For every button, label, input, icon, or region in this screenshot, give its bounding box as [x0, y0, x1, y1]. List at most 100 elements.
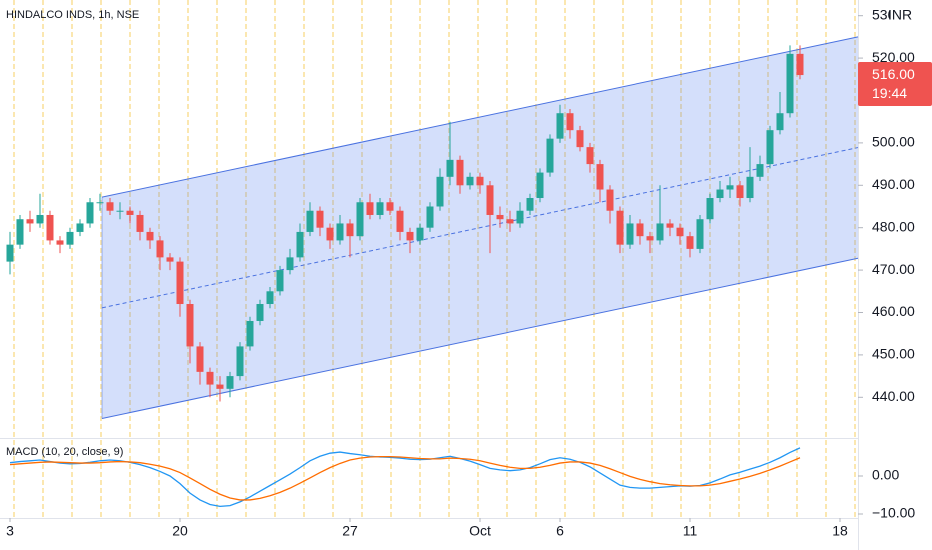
candle-body — [546, 138, 554, 173]
candle-body — [596, 164, 604, 190]
candle-body — [606, 189, 614, 211]
candle-body — [326, 227, 334, 241]
candle-body — [776, 113, 784, 131]
candle-body — [206, 371, 214, 385]
candle-body — [36, 214, 44, 224]
y-tick-label: 440.00 — [872, 388, 915, 404]
y-tick-label: 460.00 — [872, 303, 915, 319]
candle-body — [526, 198, 534, 211]
candle-body — [666, 223, 674, 228]
candle-body — [26, 219, 34, 224]
candle-body — [796, 53, 804, 76]
candle-body — [746, 176, 754, 199]
candle-body — [346, 223, 354, 237]
candle-body — [626, 223, 634, 245]
candle-body — [516, 210, 524, 224]
x-tick-label: 20 — [172, 523, 188, 539]
candle-body — [216, 384, 224, 389]
candle-body — [306, 210, 314, 232]
y-tick-label: 500.00 — [872, 134, 915, 150]
candle-body — [266, 291, 274, 305]
candle-body — [356, 202, 364, 237]
candle-body — [386, 202, 394, 211]
x-tick-label: 6 — [556, 523, 564, 539]
candle-body — [736, 185, 744, 199]
x-tick-label: 18 — [832, 523, 848, 539]
chart-title: HINDALCO INDS, 1h, NSE — [6, 9, 139, 21]
candle-body — [566, 113, 574, 131]
candle-body — [246, 320, 254, 347]
candle-body — [426, 206, 434, 228]
candle-body — [636, 223, 644, 237]
candle-body — [236, 346, 244, 377]
candle-body — [276, 270, 284, 292]
y-tick-label: 0.00 — [872, 467, 899, 483]
channel-lower — [101, 257, 859, 419]
channel-upper — [101, 36, 859, 198]
candle-body — [106, 202, 114, 211]
x-tick-label: 3 — [6, 523, 14, 539]
candle-body — [716, 189, 724, 199]
macd-line — [9, 455, 801, 501]
candle-body — [376, 202, 384, 215]
candle-body — [396, 210, 404, 232]
last-price-badge — [858, 62, 932, 107]
candle-body — [46, 214, 54, 241]
candle-body — [56, 240, 64, 245]
candle-body — [336, 223, 344, 241]
candle-body — [786, 53, 794, 114]
candle-body — [496, 214, 504, 220]
macd-line — [9, 447, 801, 508]
y-tick-label: 480.00 — [872, 218, 915, 234]
candle-body — [536, 172, 544, 199]
y-tick-label: 490.00 — [872, 176, 915, 192]
candle-body — [196, 346, 204, 372]
candle-body — [486, 185, 494, 215]
last-price-label: 516.00 — [872, 66, 915, 82]
candle-body — [506, 219, 514, 224]
candle-body — [436, 176, 444, 207]
y-tick-label: 470.00 — [872, 261, 915, 277]
candle-body — [476, 176, 484, 186]
candle-body — [16, 219, 24, 245]
candle-body — [466, 176, 474, 186]
candle-body — [66, 231, 74, 245]
session-breaks — [0, 0, 858, 518]
candle-body — [646, 236, 654, 241]
y-tick-label: 450.00 — [872, 346, 915, 362]
candle-body — [446, 159, 454, 177]
candle-body — [316, 210, 324, 228]
candle-body — [686, 236, 694, 249]
candle-body — [756, 164, 764, 177]
x-tick-label: 27 — [342, 523, 358, 539]
candle-body — [86, 202, 94, 224]
candle-body — [156, 240, 164, 258]
indicator-title: MACD (10, 20, close, 9) — [6, 446, 123, 458]
candle-body — [676, 227, 684, 237]
candle-body — [576, 130, 584, 148]
candle-body — [366, 202, 374, 215]
candle-body — [416, 227, 424, 241]
candle-body — [556, 113, 564, 139]
candle-body — [176, 261, 184, 305]
x-tick-label: Oct — [469, 523, 491, 539]
candle-body — [186, 304, 194, 347]
candle-body — [76, 223, 84, 232]
candle-body — [96, 202, 104, 204]
channel-middle — [101, 147, 859, 309]
x-tick-label: 11 — [683, 523, 698, 539]
candle-body — [726, 185, 734, 190]
candle-body — [226, 376, 234, 389]
candle-body — [656, 223, 664, 241]
candle-body — [766, 130, 774, 165]
candle-body — [126, 210, 134, 215]
candle-body — [136, 214, 144, 232]
candle-body — [456, 159, 464, 186]
candle-body — [706, 198, 714, 220]
y-tick-label: −10.00 — [872, 505, 915, 521]
candle-body — [586, 147, 594, 165]
candle-body — [286, 257, 294, 271]
candle-body — [406, 231, 414, 241]
candle-body — [616, 210, 624, 245]
